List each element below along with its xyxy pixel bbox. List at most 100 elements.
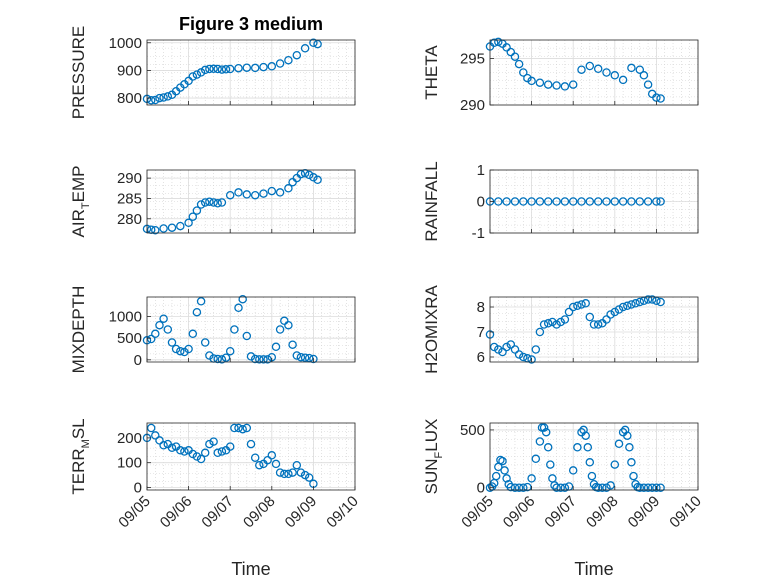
data-point [155,93,164,103]
data-point [589,320,599,329]
data-point [519,197,528,206]
data-point [225,346,235,356]
y-tick-label: 1 [477,162,485,179]
data-point [234,423,243,433]
x-tick-label: 09/10 [666,493,705,532]
data-point [159,93,168,102]
data-point [618,302,628,312]
y-tick-label: 1000 [109,35,142,52]
y-axis-label-main: RAINFALL [422,161,441,241]
data-point [271,342,281,352]
x-tick-label: 09/06 [500,493,539,532]
data-point [246,439,256,449]
data-point [309,38,318,48]
data-point [250,190,260,200]
plot-area [147,297,355,362]
data-point [296,169,306,179]
data-point [593,320,603,329]
data-point [167,443,177,453]
data-point [188,212,198,221]
data-point [284,55,293,65]
data-point [313,39,322,49]
data-point [489,38,499,48]
data-point [643,197,653,206]
data-point [618,75,628,85]
data-point [304,170,314,180]
data-point [510,483,520,492]
data-point [652,483,661,492]
data-point [602,68,611,77]
data-point [548,317,557,327]
y-tick-label: 295 [460,51,485,68]
panel-terr-msl: 0 100 200 09/05 09/06 09/07 09/08 09/09 09/10 TER… [69,418,362,531]
plot-area [490,40,698,105]
data-point [618,197,628,206]
y-axis-label-subscript: T [80,202,92,209]
x-tick-label: 09/10 [323,493,362,532]
data-point [560,82,570,91]
data-point [585,312,595,322]
data-point [568,302,578,312]
figure-title: Figure 3 medium [179,14,323,34]
data-point [167,338,177,347]
data-point [225,64,235,74]
y-axis-label: SUNFLUX [422,419,445,495]
data-point [271,459,281,469]
data-point [200,65,210,75]
data-point [163,92,173,101]
data-point [502,43,511,52]
x-axis-label-left: Time [231,559,270,579]
data-point [188,329,198,339]
data-point [491,471,501,481]
data-point [234,188,243,197]
data-point [539,320,549,329]
data-point [263,355,272,364]
data-point [652,197,661,206]
axes-box [489,422,699,491]
data-point [514,59,524,69]
data-point [163,325,173,334]
data-point [510,52,520,61]
data-point [192,307,202,317]
data-point [184,76,193,86]
data-point [543,443,553,452]
data-point [242,63,252,72]
y-axis-label-main: THETA [422,45,441,100]
data-point [556,317,565,327]
data-point [560,315,570,324]
data-point [288,468,297,477]
data-point [610,71,620,80]
data-point [535,197,545,206]
y-tick-label: 800 [117,90,142,107]
data-point [639,483,649,492]
data-point [196,454,206,464]
data-point [221,353,231,362]
data-point [502,342,511,352]
data-point [176,221,185,231]
data-point [577,197,586,206]
data-point [656,297,665,307]
data-point [494,197,503,206]
data-point [238,424,247,434]
data-point [579,425,588,435]
data-point [309,173,318,182]
data-point [610,197,620,206]
y-tick-label: 7 [477,324,485,341]
data-point [573,301,582,311]
data-point [585,458,595,467]
data-point [543,319,553,328]
y-tick-label: 100 [117,455,142,472]
y-tick-label: 285 [117,190,142,207]
plot-area [147,423,355,490]
data-point [176,346,185,356]
data-point [192,452,202,461]
axes-box [146,422,356,491]
y-tick-label: 0 [477,480,485,497]
data-point [602,483,611,492]
data-point [635,297,645,307]
plot-area [490,423,698,490]
data-point [209,437,218,446]
data-point [494,345,503,354]
data-point [627,300,636,309]
